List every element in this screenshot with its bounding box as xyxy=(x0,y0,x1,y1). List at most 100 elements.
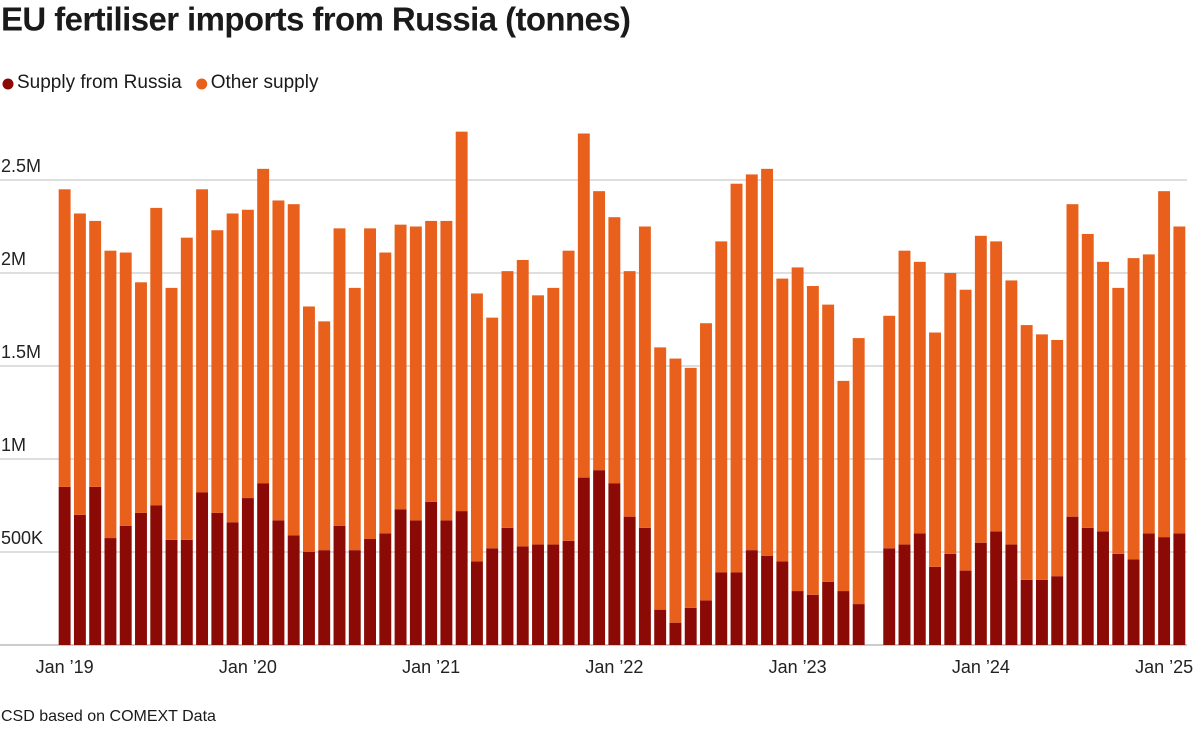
bar-segment xyxy=(1173,533,1186,645)
y-tick-label: 500K xyxy=(1,528,43,548)
x-tick-label: Jan ’22 xyxy=(585,657,643,677)
bar-segment xyxy=(119,252,132,526)
bar-segment xyxy=(944,273,957,554)
bar-segment xyxy=(669,358,682,623)
bar-segment xyxy=(287,204,300,536)
bar-segment xyxy=(135,282,147,513)
bar-segment xyxy=(562,540,575,645)
bar-segment xyxy=(1158,191,1171,538)
bar-segment xyxy=(929,566,941,645)
x-tick-label: Jan ’20 xyxy=(219,657,277,677)
bar-segment xyxy=(226,522,239,645)
bar-segment xyxy=(1020,325,1033,580)
bar-segment xyxy=(822,581,835,645)
bar-segment xyxy=(379,252,392,534)
bar-segment xyxy=(898,250,911,545)
bar-segment xyxy=(715,572,728,645)
x-tick-label: Jan ’19 xyxy=(36,657,94,677)
bar-segment xyxy=(776,561,789,645)
bar-segment xyxy=(974,542,987,645)
bar-segment xyxy=(608,217,621,484)
y-tick-label: 1.5M xyxy=(1,342,41,362)
y-tick-label: 2M xyxy=(1,249,26,269)
y-tick-label: 2.5M xyxy=(1,156,41,176)
bar-segment xyxy=(532,544,544,645)
bar-segment xyxy=(364,538,376,645)
bar-segment xyxy=(745,550,758,645)
bar-segment xyxy=(1127,559,1140,645)
chart-title: EU fertiliser imports from Russia (tonne… xyxy=(1,1,630,38)
bar-segment xyxy=(776,278,789,562)
bar-segment xyxy=(913,261,926,534)
bar-segment xyxy=(1097,261,1109,532)
bar-segment xyxy=(1112,287,1125,554)
bar-segment xyxy=(272,200,285,521)
bar-segment xyxy=(669,622,682,645)
bar-segment xyxy=(684,367,697,608)
bar-segment xyxy=(1142,254,1155,534)
x-tick-label: Jan ’25 xyxy=(1135,657,1193,677)
bar-segment xyxy=(455,511,468,645)
bar-segment xyxy=(1051,576,1064,645)
bar-segment xyxy=(700,323,712,601)
bar-segment xyxy=(135,512,147,645)
bar-segment xyxy=(1081,527,1094,645)
bar-segment xyxy=(913,533,926,645)
bar-segment xyxy=(348,287,361,551)
legend-label: Other supply xyxy=(211,72,319,93)
bar-segment xyxy=(241,209,254,499)
bar-segment xyxy=(1020,579,1033,645)
bar-segment xyxy=(837,591,850,645)
bar-segment xyxy=(638,527,651,645)
legend-marker xyxy=(196,78,208,90)
bar-segment xyxy=(394,509,407,645)
bar-segment xyxy=(577,477,590,645)
bar-segment xyxy=(761,555,774,645)
legend-label: Supply from Russia xyxy=(17,72,182,93)
bar-segment xyxy=(440,520,453,645)
bar-segment xyxy=(1173,226,1186,534)
bar-segment xyxy=(516,546,529,645)
bar-segment xyxy=(1051,339,1064,577)
bar-segment xyxy=(593,191,606,471)
bar-segment xyxy=(944,553,957,645)
bar-segment xyxy=(791,591,804,645)
bar-segment xyxy=(333,228,346,526)
bar-segment xyxy=(226,213,239,523)
bar-segment xyxy=(348,550,361,645)
bar-segment xyxy=(1158,537,1171,645)
bar-segment xyxy=(532,295,544,545)
bar-segment xyxy=(1005,280,1018,545)
bar-segment xyxy=(654,347,667,610)
bar-segment xyxy=(58,189,71,487)
bar-segment xyxy=(806,286,819,595)
bar-segment xyxy=(1035,579,1048,645)
bar-segment xyxy=(257,483,270,645)
bar-segment xyxy=(486,317,499,549)
bar-segment xyxy=(455,131,468,512)
bar-segment xyxy=(791,267,804,592)
bar-segment xyxy=(73,514,86,645)
bar-segment xyxy=(852,338,865,605)
bar-segment xyxy=(333,525,346,645)
bar-segment xyxy=(470,561,483,645)
bar-segment xyxy=(1005,544,1018,645)
bar-segment xyxy=(562,250,575,541)
bar-segment xyxy=(470,293,483,562)
bar-segment xyxy=(638,226,651,528)
bar-segment xyxy=(440,220,453,521)
bar-segment xyxy=(303,306,315,552)
bar-segment xyxy=(837,380,850,592)
bar-segment xyxy=(1035,334,1048,580)
bar-segment xyxy=(593,470,606,645)
bar-segment xyxy=(486,548,499,645)
bar-segment xyxy=(150,505,163,645)
x-tick-label: Jan ’21 xyxy=(402,657,460,677)
bar-segment xyxy=(608,483,621,645)
bar-segment xyxy=(119,525,132,645)
bar-segment xyxy=(1097,531,1109,645)
bar-segment xyxy=(409,226,422,521)
bar-segment xyxy=(745,174,758,551)
bar-segment xyxy=(1066,204,1079,517)
bar-segment xyxy=(196,492,209,645)
